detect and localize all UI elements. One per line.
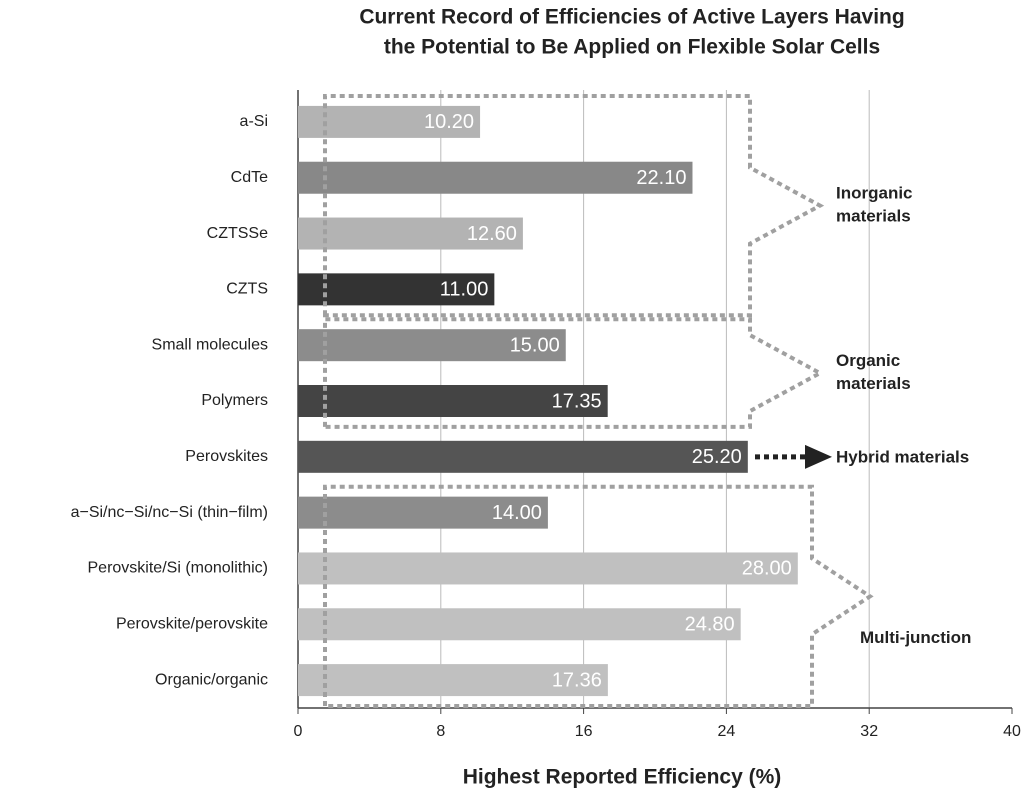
value-label: 12.60 (467, 223, 517, 245)
hybrid-arrow-head (805, 444, 832, 469)
value-label: 17.36 (552, 669, 602, 691)
y-tick-label: CZTS (226, 281, 268, 298)
y-tick-label: CZTSSe (207, 225, 268, 242)
bar (298, 105, 481, 138)
y-tick-label: Organic/organic (155, 671, 268, 688)
group-label: Organic (836, 351, 900, 370)
y-tick-label: a−Si/nc−Si/nc−Si (thin−film) (71, 504, 268, 521)
bar (298, 217, 523, 250)
chart-title: Current Record of Efficiencies of Active… (359, 6, 904, 29)
value-label: 22.10 (636, 167, 686, 189)
group-label: materials (836, 207, 911, 226)
value-label: 11.00 (440, 279, 489, 301)
y-tick-label: Small molecules (152, 336, 268, 353)
bar (298, 440, 748, 473)
group-bracket (323, 317, 825, 429)
x-axis-label: Highest Reported Efficiency (%) (463, 766, 782, 789)
bar (298, 161, 693, 194)
y-tick-label: CdTe (231, 169, 268, 186)
group-bracket (323, 94, 825, 318)
y-tick-label: Polymers (201, 392, 268, 409)
bar (298, 496, 548, 529)
x-tick-label: 0 (294, 723, 303, 740)
value-label: 25.20 (692, 446, 742, 468)
value-label: 24.80 (685, 614, 735, 636)
chart-title: the Potential to Be Applied on Flexible … (384, 36, 880, 59)
y-tick-label: Perovskites (185, 448, 268, 465)
group-label: Inorganic (836, 184, 913, 203)
group-label: Multi-junction (860, 628, 971, 647)
value-label: 17.35 (552, 390, 602, 412)
bar (298, 385, 608, 417)
x-tick-label: 40 (1003, 723, 1021, 740)
x-tick-label: 8 (436, 723, 445, 740)
value-label: 14.00 (492, 502, 542, 524)
bar (298, 329, 566, 362)
bar (298, 664, 608, 697)
value-label: 28.00 (742, 558, 792, 580)
bar (298, 273, 495, 306)
bar (298, 608, 741, 641)
y-tick-label: Perovskite/perovskite (116, 615, 268, 632)
x-tick-label: 16 (575, 723, 593, 740)
x-tick-label: 32 (860, 723, 878, 740)
value-label: 10.20 (424, 111, 474, 133)
group-bracket (323, 484, 874, 708)
y-tick-label: Perovskite/Si (monolithic) (88, 560, 269, 577)
x-tick-label: 24 (718, 723, 736, 740)
group-label: materials (836, 374, 911, 393)
value-label: 15.00 (510, 334, 560, 356)
bar (298, 552, 798, 585)
y-tick-label: a-Si (240, 113, 268, 130)
group-label: Hybrid materials (836, 447, 969, 466)
